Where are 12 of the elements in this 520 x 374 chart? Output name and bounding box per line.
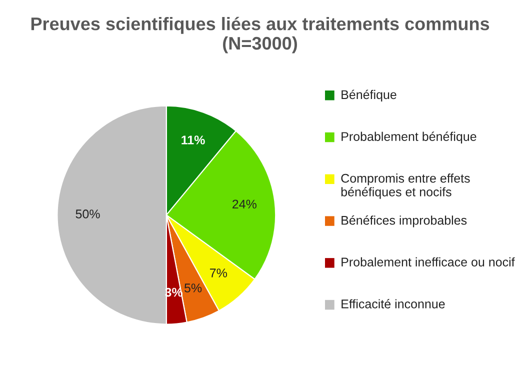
chart-title: Preuves scientifiques liées aux traitements communs (N=3000) [31, 16, 490, 54]
legend-label: Probablement bénéfique [342, 132, 476, 144]
data-label: 7% [210, 268, 227, 278]
data-label: 5% [184, 284, 202, 292]
data-label: 11% [182, 136, 205, 144]
legend-label: Bénéfique [342, 90, 396, 102]
legend-label: Compromis entre effets bénéfiques et nocifs [341, 174, 470, 199]
data-label: 24% [232, 200, 256, 208]
legend-label: Efficacité inconnue [342, 299, 445, 308]
legend-label: Probalement inefficace ou nocif [342, 257, 515, 266]
legend-label: Bénéfices improbables [342, 215, 467, 228]
data-label: 50% [76, 210, 100, 218]
